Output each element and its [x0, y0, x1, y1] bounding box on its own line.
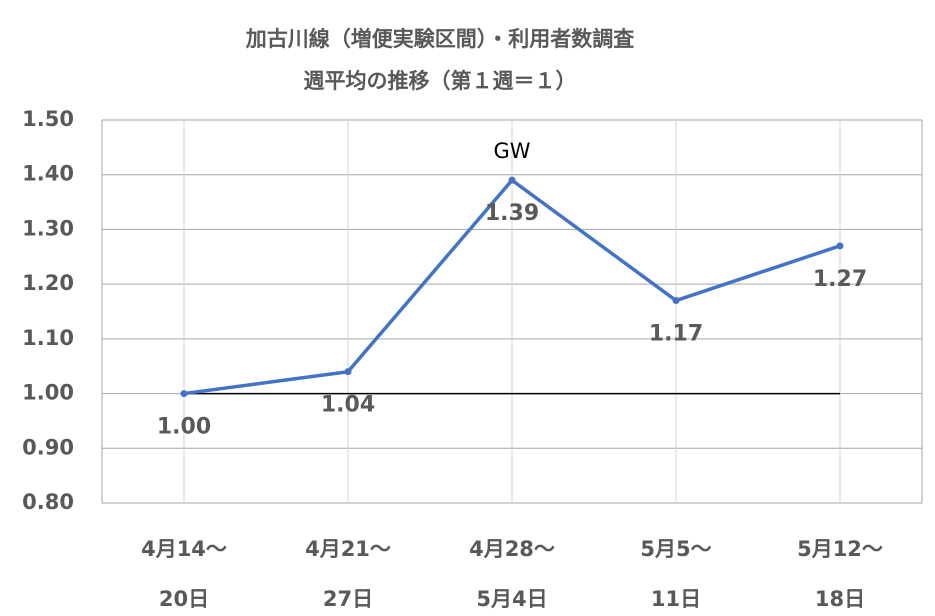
value-label: 1.27 [813, 267, 867, 292]
value-label: 1.17 [649, 322, 703, 347]
y-tick-label: 1.40 [22, 162, 74, 186]
x-tick-label: 4月14～ [141, 537, 227, 561]
chart-subtitle: 週平均の推移（第１週＝１） [304, 69, 577, 93]
x-tick-label: 11日 [651, 587, 701, 611]
x-tick-label: 5月5～ [640, 537, 711, 561]
x-tick-label: 20日 [159, 587, 209, 611]
y-tick-label: 1.50 [22, 107, 74, 131]
x-tick-label: 4月21～ [305, 537, 391, 561]
x-tick-label: 18日 [815, 587, 865, 611]
y-tick-label: 0.90 [22, 435, 74, 459]
y-tick-label: 1.10 [22, 326, 74, 350]
point [344, 368, 352, 376]
y-tick-label: 0.80 [22, 490, 74, 514]
x-tick-label: 5月12～ [797, 537, 883, 561]
x-tick-label: 4月28～ [469, 537, 555, 561]
point [672, 297, 680, 305]
y-tick-label: 1.30 [22, 216, 74, 240]
point [836, 242, 844, 250]
y-tick-label: 1.00 [22, 381, 74, 405]
chart-title: 加古川線（増便実験区間）・利用者数調査 [245, 27, 635, 51]
point [508, 176, 516, 184]
annotation: GW [493, 139, 530, 163]
point [180, 390, 188, 398]
value-label: 1.04 [321, 393, 375, 418]
value-label: 1.00 [157, 415, 211, 440]
x-tick-label: 27日 [323, 587, 373, 611]
value-label: 1.39 [485, 201, 539, 226]
y-tick-label: 1.20 [22, 271, 74, 295]
x-tick-label: 5月4日 [476, 587, 547, 611]
